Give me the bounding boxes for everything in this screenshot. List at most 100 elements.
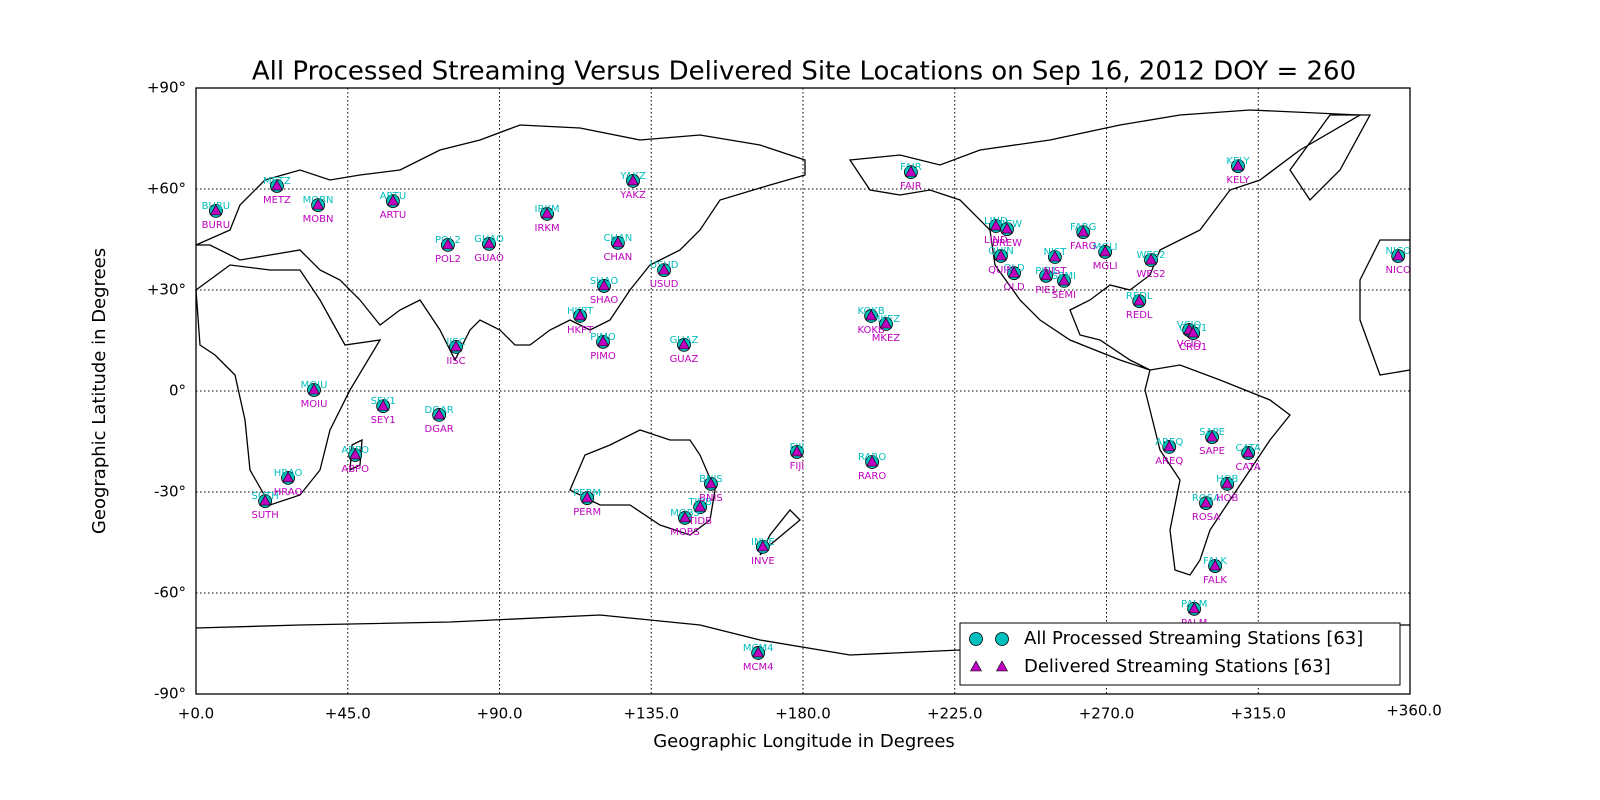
station-triangle	[1001, 222, 1014, 234]
station-triangle	[581, 491, 594, 503]
station-triangle	[756, 540, 769, 552]
station-triangle	[270, 179, 283, 191]
station-triangle	[541, 207, 554, 219]
y-tick-label: +30°	[147, 281, 186, 299]
station-label: FALK	[1203, 575, 1227, 586]
station-label: SEY1	[371, 415, 396, 426]
coastline	[195, 124, 806, 362]
station-triangle	[1058, 274, 1071, 286]
y-axis-label: Geographic Latitude in Degrees	[89, 248, 110, 534]
coastline	[1359, 239, 1411, 376]
station-triangle	[483, 237, 496, 249]
station-triangle	[574, 309, 587, 321]
y-tick-label: -30°	[154, 483, 186, 501]
legend-marker	[969, 660, 983, 672]
station-label: GUAZ	[670, 354, 699, 365]
station-label: SUTH	[251, 510, 278, 521]
station-triangle	[282, 471, 295, 483]
station-label: PIE1	[1035, 285, 1057, 296]
station-label: ROSA	[1192, 512, 1220, 523]
station-label: BNIS	[699, 493, 723, 504]
station-triangle	[209, 204, 222, 216]
station-triangle	[598, 279, 611, 291]
station-triangle	[1221, 477, 1234, 489]
station-triangle	[790, 445, 803, 457]
station-label: NICO	[1386, 265, 1411, 276]
station-triangle	[386, 194, 399, 206]
coastline	[349, 438, 363, 472]
station-label: CATA	[1236, 462, 1261, 473]
station-triangle	[879, 317, 892, 329]
x-tick-label: +315.0	[1230, 705, 1286, 723]
station-label: HRAO	[274, 487, 303, 498]
station-label: MOBS	[670, 527, 700, 538]
station-label: AREQ	[1155, 456, 1183, 467]
station-label: METZ	[263, 195, 291, 206]
station-triangle	[1008, 266, 1021, 278]
station-label: MOBN	[303, 214, 334, 225]
station-label: ABPO	[341, 464, 369, 475]
station-triangle	[658, 263, 671, 275]
y-tick-label: +90°	[147, 79, 186, 97]
station-triangle	[678, 511, 691, 523]
station-label: MOIU	[301, 399, 328, 410]
station-triangle	[1232, 159, 1245, 171]
station-triangle	[752, 646, 765, 658]
station-triangle	[694, 500, 707, 512]
station-label: IISC	[446, 356, 465, 367]
station-label: INVE	[751, 556, 775, 567]
station-triangle	[1133, 294, 1146, 306]
axes-frame	[195, 87, 1411, 695]
x-tick-label: +45.0	[325, 705, 371, 723]
station-triangle	[308, 383, 321, 395]
station-label: VCIO	[1177, 339, 1202, 350]
station-label: MKEZ	[872, 333, 901, 344]
station-label: PIMO	[590, 351, 616, 362]
coastline	[848, 109, 1363, 371]
station-label: FARG	[1070, 241, 1096, 252]
station-label: MGLI	[1093, 261, 1118, 272]
station-label: ARTU	[380, 210, 407, 221]
station-triangle	[611, 236, 624, 248]
station-triangle	[1048, 250, 1061, 262]
y-tick-label: -60°	[154, 584, 186, 602]
station-label: RARO	[858, 471, 886, 482]
station-label: OLD	[1004, 282, 1025, 293]
station-label: REDL	[1126, 310, 1153, 321]
station-triangle	[989, 219, 1002, 231]
station-label: FIJI	[790, 461, 805, 472]
station-label: WES2	[1137, 269, 1166, 280]
station-triangle	[1206, 430, 1219, 442]
station-triangle	[1188, 602, 1201, 614]
legend-label: Delivered Streaming Stations [63]	[1024, 656, 1331, 677]
station-label: SHAO	[590, 295, 619, 306]
x-tick-label: +225.0	[927, 705, 983, 723]
station-label: CHAN	[603, 252, 632, 263]
legend-marker	[995, 632, 1009, 646]
station-label: KOKB	[857, 325, 884, 336]
legend: All Processed Streaming Stations [63] Del…	[959, 622, 1401, 686]
legend-frame	[959, 622, 1401, 686]
station-label: GUAO	[474, 253, 504, 264]
station-label: QUIN	[988, 265, 1014, 276]
station-triangle	[1242, 446, 1255, 458]
plot-area: BURU METZ MOBN ARTU POL2 GUAO IRKM YAKZ CHAN USUD…	[196, 88, 1411, 694]
x-tick-label: +0.0	[178, 705, 214, 723]
station-label: YAKZ	[619, 190, 646, 201]
x-tick-label: +180.0	[775, 705, 831, 723]
station-triangle	[433, 408, 446, 420]
station-triangle	[312, 198, 325, 210]
station-label: KELY	[1226, 175, 1250, 186]
station-triangle	[1392, 249, 1405, 261]
station-triangle	[865, 309, 878, 321]
y-tick-label: 0°	[169, 382, 186, 400]
station-label: NIST	[1043, 266, 1067, 277]
y-tick-label: +60°	[147, 180, 186, 198]
coastline	[1144, 364, 1291, 576]
station-triangle	[441, 238, 454, 250]
station-label: IRKM	[535, 223, 560, 234]
coastline	[1289, 114, 1372, 202]
station-label: HKPT	[567, 325, 594, 336]
station-label: USUD	[650, 279, 679, 290]
